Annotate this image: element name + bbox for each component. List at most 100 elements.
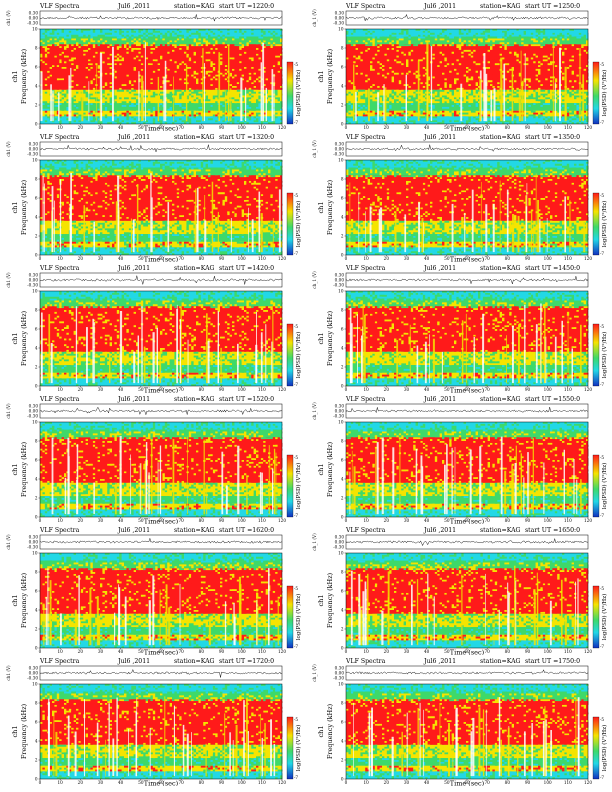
spectra-panel: VLF Spectra Jul6 ,2011 station=KAG start UT… [306, 0, 609, 131]
spectrogram-streak [455, 709, 457, 777]
spectrogram-streak [517, 215, 520, 253]
freq-tick-label: 10 [338, 551, 344, 556]
freq-tick-label: 10 [32, 682, 38, 687]
colorbar-tick-label: -7 [600, 775, 604, 780]
ch1-tick-label: 0.00 [335, 670, 345, 675]
colorbar-tick-label: -5 [600, 717, 604, 722]
spectrogram-streak [544, 706, 546, 777]
panel-svg: VLF Spectra Jul6 ,2011 station=KAG start UT… [312, 527, 608, 655]
spectrogram-streak [93, 221, 95, 253]
panel-svg: VLF Spectra Jul6 ,2011 station=KAG start UT… [312, 658, 608, 786]
spectrogram-streak [433, 596, 435, 646]
spectrogram-streak [509, 597, 511, 646]
spectrogram-streak [564, 66, 567, 122]
ch1-tick-label: 0.00 [29, 670, 39, 675]
x-tick-label: 90 [219, 387, 225, 392]
spectrogram-streak [358, 193, 360, 253]
spectrogram-streak [140, 463, 142, 515]
spectrogram-streak [75, 306, 78, 384]
x-tick-label: 0 [39, 125, 42, 130]
spectrogram-streak [500, 436, 503, 515]
colorbar-tick-label: -5 [600, 324, 604, 329]
spectrogram-streak [524, 53, 526, 122]
spectrogram-streak [523, 477, 525, 515]
x-tick-label: 110 [564, 387, 572, 392]
colorbar [286, 454, 294, 518]
spectra-panel: VLF Spectra Jul6 ,2011 station=KAG start UT… [306, 393, 609, 524]
x-tick-label: 50 [444, 780, 450, 785]
spectrogram-streak [151, 197, 153, 253]
spectrogram-streak [273, 744, 276, 777]
x-tick-label: 90 [525, 518, 531, 523]
spectrogram-streak [237, 343, 239, 384]
spectrogram-streak [498, 697, 501, 777]
freq-tick-label: 10 [32, 27, 38, 32]
spectral-band [346, 634, 588, 641]
spectrogram-streak [112, 738, 115, 777]
spectrogram-streak [539, 219, 541, 253]
freq-tick-label: 6 [35, 196, 38, 201]
spectrogram-streak [141, 306, 143, 384]
freq-tick-label: 2 [35, 365, 38, 370]
header-station: station=KAG [174, 265, 215, 272]
x-tick-label: 30 [404, 780, 410, 785]
colorbar [592, 192, 600, 256]
spectrogram-streak [143, 346, 146, 384]
ch1-axis-label: ch_1 (V) [312, 533, 317, 551]
spectral-band [346, 36, 588, 45]
spectrogram-streak [578, 725, 580, 777]
colorbar-tick-label: -7 [294, 513, 298, 518]
spectrogram-streak [54, 200, 55, 253]
spectrogram-streak [406, 712, 408, 777]
colorbar [592, 61, 600, 125]
colorbar-tick-label: -5 [294, 717, 298, 722]
x-tick-label: 50 [138, 125, 144, 130]
freq-axis-label: Frequency (kHz) [20, 179, 28, 235]
x-tick-label: 60 [464, 125, 470, 130]
spectrogram-streak [51, 437, 54, 515]
spectrogram-streak [179, 319, 181, 384]
header-station: station=KAG [480, 527, 521, 534]
freq-tick-label: 4 [35, 84, 38, 89]
x-tick-label: 30 [98, 125, 104, 130]
spectrogram-streak [561, 579, 563, 646]
header-start-time: start UT =1750:0 [525, 658, 580, 665]
spectrogram-streak [268, 445, 270, 515]
spectrogram-streak [196, 187, 199, 253]
spectrogram-cells [346, 291, 589, 386]
spectrogram-streak [96, 722, 99, 777]
x-tick-label: 60 [158, 518, 164, 523]
ch1-frame [39, 141, 283, 157]
spectrogram-streak [420, 455, 423, 515]
x-tick-label: 60 [158, 780, 164, 785]
spectrogram-streak [150, 173, 152, 253]
spectrogram-streak [573, 459, 575, 515]
freq-tick-label: 8 [341, 46, 344, 51]
freq-tick-label: 0 [35, 515, 38, 520]
spectrogram-cells [346, 553, 589, 648]
spectrogram-streak [51, 186, 54, 253]
spectrogram-streak [460, 83, 463, 122]
spectrogram-streak [349, 182, 351, 253]
header-start-time: start UT =1520:0 [219, 396, 274, 403]
ch1-axis-label: ch1 (V) [6, 403, 11, 419]
spectrogram-streak [132, 219, 135, 253]
spectrogram-streak [401, 731, 403, 777]
x-tick-label: 40 [424, 256, 430, 261]
header-title: VLF Spectra [345, 527, 386, 534]
spectrogram-streak [577, 578, 579, 646]
header-date: Jul6 ,2011 [423, 3, 456, 10]
colorbar-tick-label: -5 [294, 62, 298, 67]
freq-axis-label: Frequency (kHz) [326, 703, 334, 759]
spectrogram-streak [98, 616, 101, 646]
spectrogram-cells [40, 177, 283, 248]
ch1-tick-label: 0.00 [335, 146, 345, 151]
x-tick-label: 80 [199, 518, 205, 523]
spectrogram-streak [514, 565, 516, 646]
x-tick-label: 100 [544, 649, 552, 654]
spectrogram-streak [204, 63, 205, 122]
colorbar-tick-label: -7 [600, 644, 604, 649]
freq-axis-label: Frequency (kHz) [20, 703, 28, 759]
spectrogram-cells [40, 431, 283, 510]
x-tick-label: 40 [118, 256, 124, 261]
